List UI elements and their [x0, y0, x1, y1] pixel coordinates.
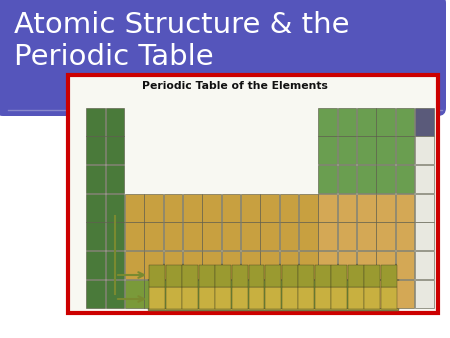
Bar	[144, 194, 163, 222]
Bar	[376, 222, 395, 250]
Bar	[396, 165, 414, 193]
Bar	[315, 287, 331, 309]
Bar	[149, 287, 165, 309]
Bar	[86, 194, 105, 222]
Bar	[338, 222, 356, 250]
Bar	[260, 194, 279, 222]
Bar	[106, 165, 124, 193]
Bar	[318, 280, 337, 308]
Bar	[279, 222, 298, 250]
Bar	[415, 280, 434, 308]
Bar	[357, 251, 376, 279]
Bar	[125, 280, 144, 308]
Bar	[331, 265, 347, 287]
FancyBboxPatch shape	[0, 0, 446, 116]
Bar	[164, 222, 182, 250]
Bar	[183, 251, 202, 279]
Bar	[265, 265, 281, 287]
Bar	[299, 194, 318, 222]
Bar	[396, 136, 414, 164]
Bar	[318, 165, 337, 193]
Bar	[182, 287, 198, 309]
Bar	[396, 280, 414, 308]
Bar	[106, 222, 124, 250]
Bar	[222, 194, 240, 222]
Bar	[86, 165, 105, 193]
Bar	[241, 280, 260, 308]
Bar	[338, 194, 356, 222]
Bar	[106, 136, 124, 164]
Bar	[376, 136, 395, 164]
Bar	[415, 222, 434, 250]
Bar	[106, 194, 124, 222]
Bar	[381, 287, 397, 309]
Bar	[298, 287, 314, 309]
Bar	[415, 107, 434, 136]
Bar	[299, 251, 318, 279]
Bar	[338, 251, 356, 279]
Bar	[299, 280, 318, 308]
Bar	[232, 287, 248, 309]
Bar	[318, 222, 337, 250]
Bar	[222, 222, 240, 250]
Bar	[241, 194, 260, 222]
Bar	[415, 251, 434, 279]
Bar	[396, 107, 414, 136]
Bar	[348, 265, 364, 287]
Bar	[164, 194, 182, 222]
Bar	[338, 136, 356, 164]
Bar	[260, 222, 279, 250]
Bar	[357, 136, 376, 164]
Bar	[318, 194, 337, 222]
Bar	[338, 165, 356, 193]
Bar	[182, 265, 198, 287]
Bar	[125, 251, 144, 279]
Bar	[357, 222, 376, 250]
Bar	[202, 194, 221, 222]
Bar	[144, 280, 163, 308]
Bar	[282, 287, 297, 309]
Bar	[222, 280, 240, 308]
Bar	[202, 251, 221, 279]
Bar	[376, 194, 395, 222]
Bar	[396, 222, 414, 250]
Bar	[216, 265, 231, 287]
Bar	[106, 280, 124, 308]
Bar	[299, 222, 318, 250]
Bar	[68, 75, 438, 313]
Bar	[248, 265, 265, 287]
Bar	[415, 194, 434, 222]
Bar	[298, 265, 314, 287]
Bar	[248, 287, 265, 309]
Bar	[202, 280, 221, 308]
Bar	[202, 222, 221, 250]
Bar	[86, 222, 105, 250]
Bar	[376, 165, 395, 193]
Bar	[86, 280, 105, 308]
Bar	[364, 265, 380, 287]
Bar	[357, 194, 376, 222]
Bar	[149, 265, 165, 287]
Bar	[144, 251, 163, 279]
Bar	[86, 136, 105, 164]
Bar	[125, 194, 144, 222]
Bar	[396, 251, 414, 279]
Bar	[241, 222, 260, 250]
Bar	[86, 107, 105, 136]
Bar	[183, 280, 202, 308]
Bar	[106, 107, 124, 136]
Bar	[376, 251, 395, 279]
Bar	[348, 287, 364, 309]
Bar	[315, 265, 331, 287]
Bar	[241, 251, 260, 279]
Bar	[318, 107, 337, 136]
Bar	[265, 287, 281, 309]
Bar	[396, 194, 414, 222]
Bar	[125, 222, 144, 250]
Bar	[260, 280, 279, 308]
Bar	[232, 265, 248, 287]
Text: Atomic Structure & the Periodic Table: Atomic Structure & the Periodic Table	[14, 11, 350, 71]
Bar	[183, 194, 202, 222]
Bar	[279, 280, 298, 308]
